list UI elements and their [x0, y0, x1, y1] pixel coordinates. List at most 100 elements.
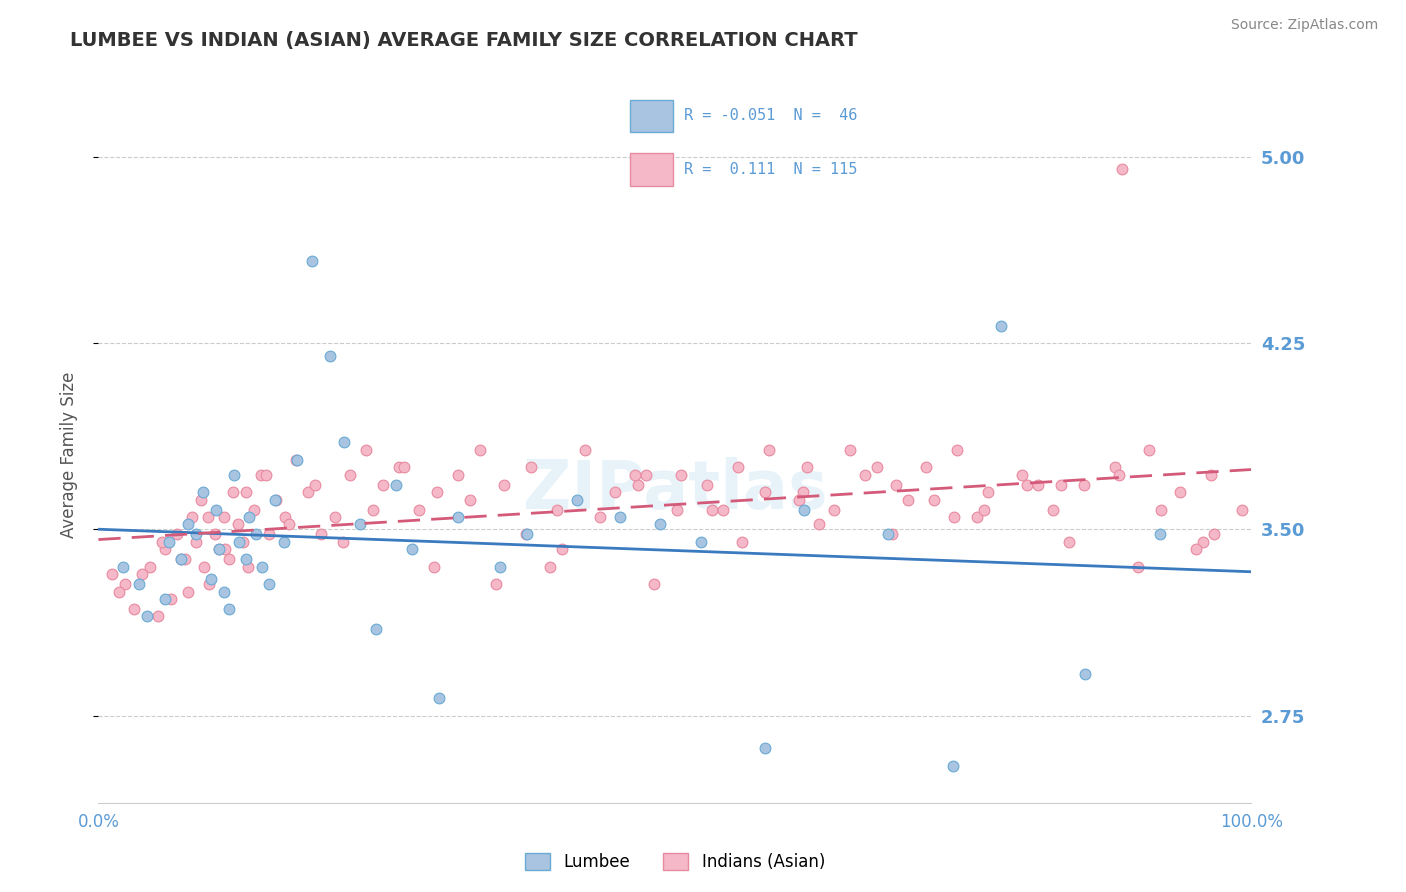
Lumbee [177, 517, 200, 532]
Indians (Asian) [198, 577, 221, 591]
Indians (Asian) [538, 559, 561, 574]
Indians (Asian) [1204, 527, 1226, 541]
Indians (Asian) [423, 559, 446, 574]
Indians (Asian) [274, 510, 297, 524]
Lumbee [942, 758, 965, 772]
Text: Source: ZipAtlas.com: Source: ZipAtlas.com [1230, 18, 1378, 32]
Indians (Asian) [447, 467, 470, 482]
Indians (Asian) [589, 510, 612, 524]
Indians (Asian) [603, 485, 626, 500]
Indians (Asian) [108, 584, 131, 599]
Indians (Asian) [204, 527, 226, 541]
Y-axis label: Average Family Size: Average Family Size [59, 372, 77, 538]
Lumbee [565, 492, 588, 507]
Indians (Asian) [1015, 477, 1038, 491]
Lumbee [754, 741, 776, 756]
Indians (Asian) [388, 460, 411, 475]
Text: R = -0.051  N =  46: R = -0.051 N = 46 [685, 109, 858, 123]
Lumbee [1149, 527, 1171, 541]
Indians (Asian) [942, 510, 965, 524]
Indians (Asian) [973, 502, 995, 516]
Indians (Asian) [218, 552, 240, 566]
Indians (Asian) [180, 510, 202, 524]
Indians (Asian) [131, 567, 153, 582]
Indians (Asian) [977, 485, 1000, 500]
Indians (Asian) [361, 502, 384, 516]
Lumbee [273, 535, 295, 549]
Lumbee [366, 622, 388, 636]
Lumbee [193, 485, 215, 500]
Indians (Asian) [627, 477, 650, 491]
Text: ZIPatlas: ZIPatlas [523, 457, 827, 523]
Indians (Asian) [408, 502, 430, 516]
Lumbee [218, 602, 240, 616]
Lumbee [245, 527, 267, 541]
Indians (Asian) [727, 460, 749, 475]
Indians (Asian) [243, 502, 266, 516]
Lumbee [128, 577, 150, 591]
Indians (Asian) [574, 442, 596, 457]
Lumbee [516, 527, 538, 541]
FancyBboxPatch shape [630, 100, 673, 132]
Indians (Asian) [304, 477, 326, 491]
Indians (Asian) [792, 485, 814, 500]
Indians (Asian) [897, 492, 920, 507]
Indians (Asian) [946, 442, 969, 457]
Indians (Asian) [238, 559, 260, 574]
Indians (Asian) [966, 510, 988, 524]
Text: LUMBEE VS INDIAN (ASIAN) AVERAGE FAMILY SIZE CORRELATION CHART: LUMBEE VS INDIAN (ASIAN) AVERAGE FAMILY … [70, 31, 858, 50]
Indians (Asian) [807, 517, 830, 532]
Indians (Asian) [515, 527, 537, 541]
Indians (Asian) [297, 485, 319, 500]
Indians (Asian) [174, 552, 197, 566]
Indians (Asian) [494, 477, 516, 491]
Lumbee [208, 542, 231, 557]
Indians (Asian) [1026, 477, 1049, 491]
Indians (Asian) [155, 542, 177, 557]
Indians (Asian) [166, 527, 188, 541]
Lumbee [690, 535, 713, 549]
Lumbee [609, 510, 631, 524]
Lumbee [447, 510, 470, 524]
Lumbee [157, 535, 180, 549]
Indians (Asian) [222, 485, 245, 500]
FancyBboxPatch shape [630, 153, 673, 186]
Indians (Asian) [1199, 467, 1222, 482]
Indians (Asian) [823, 502, 845, 516]
Indians (Asian) [323, 510, 346, 524]
Indians (Asian) [636, 467, 658, 482]
Indians (Asian) [458, 492, 481, 507]
Indians (Asian) [332, 535, 354, 549]
Lumbee [235, 552, 257, 566]
Indians (Asian) [758, 442, 780, 457]
Indians (Asian) [485, 577, 508, 591]
Lumbee [263, 492, 285, 507]
Indians (Asian) [426, 485, 449, 500]
Indians (Asian) [160, 592, 183, 607]
Text: R =  0.111  N = 115: R = 0.111 N = 115 [685, 162, 858, 177]
Indians (Asian) [1104, 460, 1126, 475]
Lumbee [200, 572, 222, 586]
Indians (Asian) [139, 559, 162, 574]
Indians (Asian) [866, 460, 889, 475]
Indians (Asian) [700, 502, 723, 516]
Indians (Asian) [190, 492, 212, 507]
Indians (Asian) [711, 502, 734, 516]
Indians (Asian) [177, 584, 200, 599]
Indians (Asian) [212, 510, 235, 524]
Indians (Asian) [789, 492, 811, 507]
Indians (Asian) [197, 510, 219, 524]
Indians (Asian) [796, 460, 818, 475]
Indians (Asian) [254, 467, 277, 482]
Indians (Asian) [468, 442, 491, 457]
Lumbee [186, 527, 208, 541]
Indians (Asian) [1050, 477, 1073, 491]
Indians (Asian) [696, 477, 718, 491]
Indians (Asian) [1042, 502, 1064, 516]
Lumbee [301, 254, 323, 268]
Indians (Asian) [520, 460, 543, 475]
Lumbee [212, 584, 235, 599]
Indians (Asian) [235, 485, 257, 500]
Lumbee [488, 559, 510, 574]
Indians (Asian) [114, 577, 136, 591]
